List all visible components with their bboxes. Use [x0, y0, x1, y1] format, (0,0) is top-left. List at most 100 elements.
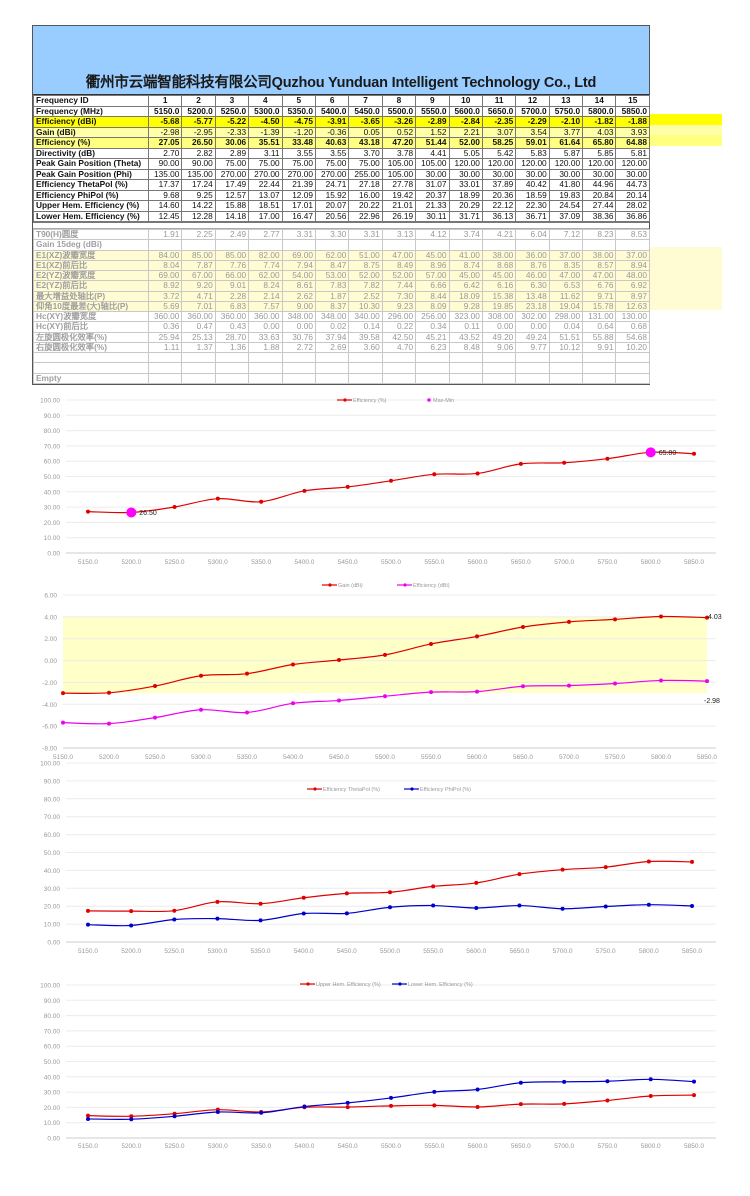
data-point: [291, 701, 295, 706]
table-row: Frequency ID 1 2 3 4 5 6 7 8 9 10 11 12 13 14 15: [33, 95, 650, 107]
row-label: 最大增益处轴比(P): [33, 290, 149, 302]
table-cell: 37.00: [548, 249, 584, 261]
table-cell: 3.11: [248, 147, 283, 159]
table-cell: 3.78: [381, 147, 417, 159]
table-cell: 5800.0: [582, 105, 617, 117]
table-row: Efficiency (%) 27.05 26.50 30.06 35.51 33.48 4…: [33, 137, 650, 149]
table-cell: 20.07: [314, 200, 350, 212]
table-cell: 36.13: [481, 210, 517, 222]
table-cell: 54.68: [615, 331, 650, 343]
data-point: [431, 903, 436, 908]
data-point: [172, 1111, 177, 1116]
table-cell: 61.64: [548, 137, 584, 149]
table-cell: 40.42: [515, 179, 550, 191]
table-cell: 52.00: [448, 137, 483, 149]
max-min-label: 26.50: [139, 510, 157, 517]
table-cell: 9.23: [381, 300, 417, 313]
data-point: [389, 1103, 393, 1108]
table-cell: [281, 351, 316, 364]
table-cell: 36.71: [515, 210, 550, 222]
max-min-marker: [645, 447, 656, 458]
table-cell: 5250.0: [214, 105, 250, 117]
legend-label: Max-Min: [433, 398, 454, 404]
table-cell: 7.44: [381, 280, 417, 292]
table-cell: 14.22: [181, 200, 216, 212]
table-cell: [481, 372, 517, 384]
table-cell: 8.92: [147, 280, 183, 292]
data-point: [567, 619, 571, 624]
x-tick-label: 5650.0: [511, 559, 531, 566]
y-tick-label: 100.00: [40, 761, 60, 768]
table-row: 仰角10度最差(大)轴比(P) 5.69 7.01 6.83 7.57 9.00 8.37 1…: [33, 300, 650, 313]
table-cell: 5.87: [548, 147, 584, 159]
table-cell: 360.00: [214, 310, 250, 323]
data-point: [245, 710, 249, 715]
table-cell: 4.70: [381, 341, 417, 354]
table-cell: 5.05: [448, 147, 483, 159]
table-cell: 20.29: [448, 200, 483, 212]
table-cell: 308.00: [481, 310, 517, 323]
data-point: [518, 1080, 523, 1085]
table-cell: -2.98: [147, 126, 183, 138]
y-tick-label: 30.00: [44, 505, 61, 512]
table-cell: 52.00: [381, 269, 417, 282]
table-cell: 5450.0: [348, 105, 383, 117]
table-row: Efficiency (dBi) -5.68 -5.77 -5.22 -4.50 -4.7…: [33, 116, 650, 128]
table-cell: 0.34: [415, 321, 450, 333]
table-cell: 51.51: [548, 331, 584, 343]
table-cell: [582, 372, 617, 384]
y-tick-label: 20.00: [44, 904, 61, 911]
legend-label: Efficiency (%): [353, 398, 387, 404]
table-cell: 37.09: [548, 210, 584, 222]
data-point: [475, 1104, 480, 1109]
data-point: [107, 721, 111, 726]
table-cell: 24.71: [314, 179, 350, 191]
table-row: E1(XZ)波瓣宽度 84.00 85.00 85.00 82.00 69.00 62.00…: [33, 249, 650, 261]
x-tick-label: 5600.0: [467, 754, 487, 761]
table-row: Efficiency ThetaPol (%) 17.37 17.24 17.49 22…: [33, 179, 650, 191]
table-cell: -3.26: [381, 116, 417, 128]
table-cell: 105.00: [381, 168, 417, 180]
table-cell: 25.13: [181, 331, 216, 343]
x-tick-label: 5250.0: [165, 1143, 185, 1150]
table-cell: [314, 351, 350, 364]
table-cell: [214, 239, 250, 251]
table-cell: 8.75: [348, 259, 383, 272]
table-cell: 12: [515, 95, 550, 107]
table-cell: 2.72: [281, 341, 316, 354]
data-point: [172, 505, 177, 510]
table-cell: 31.07: [415, 179, 450, 191]
data-point: [567, 683, 571, 688]
row-label: 左旋圆极化效率(%): [33, 331, 149, 343]
data-point: [603, 865, 608, 870]
report-header-banner: 衢州市云端智能科技有限公司Quzhou Yunduan Intelligent …: [33, 26, 649, 95]
series-line: [62, 615, 708, 695]
table-cell: [281, 372, 316, 384]
table-cell: 62.00: [314, 249, 350, 261]
table-cell: 43.18: [348, 137, 383, 149]
table-cell: 27.18: [348, 179, 383, 191]
table-cell: [548, 372, 584, 384]
row-label: Peak Gain Position (Theta): [33, 158, 149, 170]
x-tick-label: 5600.0: [466, 948, 486, 955]
table-cell: 0.64: [582, 321, 617, 333]
table-cell: 360.00: [147, 310, 183, 323]
legend-marker: [306, 982, 310, 986]
table-cell: 105.00: [381, 158, 417, 170]
table-cell: 1.87: [314, 290, 350, 302]
table-cell: 24.54: [548, 200, 584, 212]
table-cell: 120.00: [448, 158, 483, 170]
legend-label: Gain (dBi): [338, 583, 363, 589]
range-band: [63, 616, 707, 694]
legend-marker: [398, 982, 402, 986]
data-point: [521, 684, 525, 689]
legend-marker: [427, 398, 431, 402]
table-cell: 20.14: [615, 189, 650, 201]
table-cell: 120.00: [548, 158, 584, 170]
table-cell: 21.33: [415, 200, 450, 212]
table-cell: 0.52: [381, 126, 417, 138]
table-cell: 5700.0: [515, 105, 550, 117]
table-cell: 38.00: [481, 249, 517, 261]
table-cell: 21.39: [281, 179, 316, 191]
legend-label: Efficiency (dBi): [413, 583, 450, 589]
